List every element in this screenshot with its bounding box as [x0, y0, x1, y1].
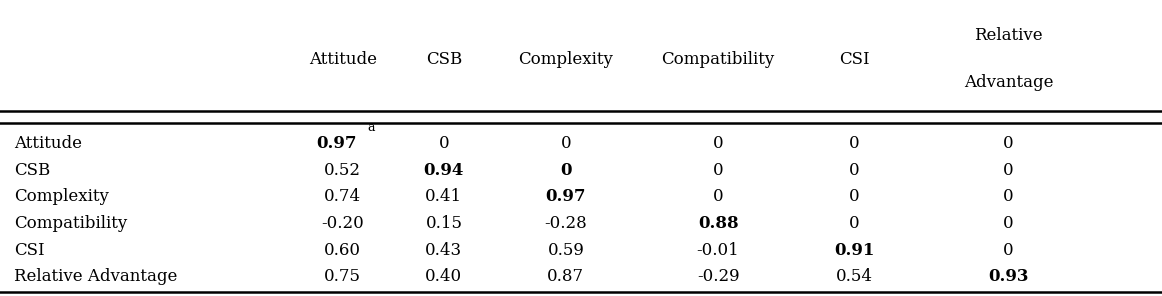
Text: 0: 0 — [712, 188, 724, 205]
Text: Compatibility: Compatibility — [661, 51, 775, 68]
Text: 0: 0 — [712, 162, 724, 179]
Text: 0: 0 — [560, 135, 572, 152]
Text: 0.97: 0.97 — [317, 135, 357, 152]
Text: CSI: CSI — [839, 51, 869, 68]
Text: 0: 0 — [1003, 242, 1014, 259]
Text: 0: 0 — [1003, 215, 1014, 232]
Text: 0.59: 0.59 — [547, 242, 584, 259]
Text: 0: 0 — [712, 135, 724, 152]
Text: -0.01: -0.01 — [697, 242, 739, 259]
Text: 0.91: 0.91 — [834, 242, 874, 259]
Text: 0: 0 — [1003, 162, 1014, 179]
Text: Relative Advantage: Relative Advantage — [14, 268, 178, 285]
Text: -0.28: -0.28 — [545, 215, 587, 232]
Text: 0.74: 0.74 — [324, 188, 361, 205]
Text: 0.93: 0.93 — [989, 268, 1028, 285]
Text: 0.52: 0.52 — [324, 162, 361, 179]
Text: 0: 0 — [1003, 135, 1014, 152]
Text: 0: 0 — [848, 162, 860, 179]
Text: Complexity: Complexity — [14, 188, 109, 205]
Text: CSI: CSI — [14, 242, 44, 259]
Text: Relative: Relative — [974, 27, 1043, 44]
Text: 0.43: 0.43 — [425, 242, 462, 259]
Text: 0.15: 0.15 — [425, 215, 462, 232]
Text: Attitude: Attitude — [14, 135, 83, 152]
Text: Compatibility: Compatibility — [14, 215, 127, 232]
Text: a: a — [367, 121, 374, 134]
Text: 0.87: 0.87 — [547, 268, 584, 285]
Text: 0.41: 0.41 — [425, 188, 462, 205]
Text: 0: 0 — [848, 188, 860, 205]
Text: 0.97: 0.97 — [546, 188, 586, 205]
Text: 0: 0 — [848, 215, 860, 232]
Text: 0.40: 0.40 — [425, 268, 462, 285]
Text: 0.94: 0.94 — [424, 162, 464, 179]
Text: 0: 0 — [1003, 188, 1014, 205]
Text: CSB: CSB — [425, 51, 462, 68]
Text: Complexity: Complexity — [518, 51, 614, 68]
Text: 0.88: 0.88 — [698, 215, 738, 232]
Text: 0.75: 0.75 — [324, 268, 361, 285]
Text: 0: 0 — [560, 162, 572, 179]
Text: Advantage: Advantage — [963, 74, 1054, 91]
Text: 0.60: 0.60 — [324, 242, 361, 259]
Text: 0: 0 — [438, 135, 450, 152]
Text: -0.29: -0.29 — [697, 268, 739, 285]
Text: CSB: CSB — [14, 162, 50, 179]
Text: Attitude: Attitude — [309, 51, 376, 68]
Text: 0.54: 0.54 — [835, 268, 873, 285]
Text: -0.20: -0.20 — [322, 215, 364, 232]
Text: 0: 0 — [848, 135, 860, 152]
